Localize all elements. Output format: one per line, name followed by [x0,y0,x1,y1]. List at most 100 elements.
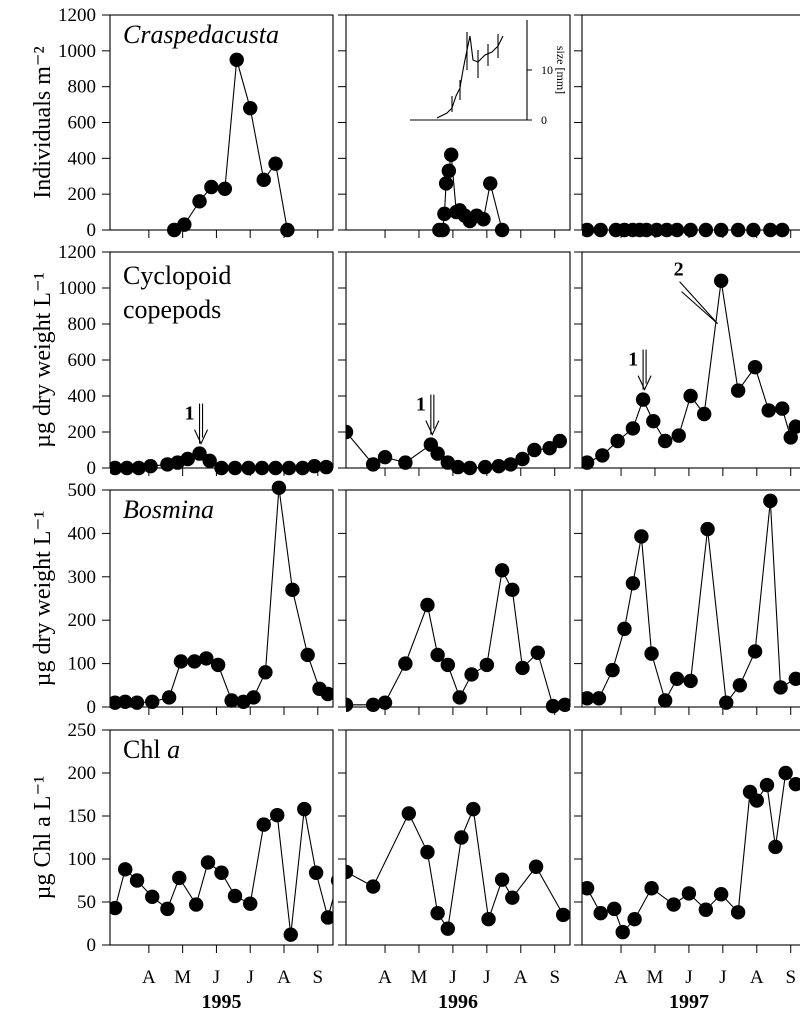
data-point [129,695,145,710]
data-point [246,690,261,705]
series-group [582,273,800,470]
data-point [783,430,798,445]
data-point [200,855,216,870]
data-point [365,879,381,894]
data-point [610,433,625,449]
data-point [401,806,416,821]
y-tick-label: 1000 [58,41,96,62]
x-month-label: S [313,967,324,988]
panel-frame [109,729,334,946]
data-point [625,421,641,436]
data-point [145,889,160,905]
panel-title: Bosmina [123,495,214,524]
data-point [747,360,763,375]
data-point [483,176,498,191]
data-point [227,460,243,476]
data-point [398,455,413,470]
data-point [582,455,595,470]
y-tick-label: 0 [87,220,97,241]
data-point [217,181,233,196]
x-month-label: J [719,967,726,988]
data-point [607,901,622,917]
data-point [476,212,491,227]
data-point [444,147,459,162]
data-point [454,830,469,845]
data-point [788,671,800,686]
data-point [593,905,608,921]
data-point [177,217,192,232]
series-group [110,801,333,942]
data-point [295,460,310,476]
data-point [464,667,479,682]
y-tick-label: 0 [87,935,97,956]
arrow-head [637,375,652,391]
series-group [432,147,510,238]
data-point [582,222,595,238]
arrow-2: 2 [674,259,718,325]
data-point [542,441,557,456]
data-point [297,801,312,817]
arrow-shaft [679,281,718,324]
data-point [160,901,175,917]
data-point [730,222,746,238]
arrow-head [194,429,209,445]
data-point [188,897,204,912]
data-point [224,693,239,708]
x-month-label: J [483,967,490,988]
y-tick-label: 250 [68,720,97,741]
data-point [657,693,673,708]
data-point [187,654,202,669]
y-axis-label: µg dry weight L⁻¹ [30,511,56,687]
data-point [118,862,133,877]
data-point [118,694,133,709]
data-point [657,433,673,449]
y-tick-label: 800 [68,77,97,98]
panel-grid: Craspedacusta Cyclopoid copepods 1 1 1 2 Bosmin… [102,14,800,953]
data-point [477,459,493,475]
panel-title: copepods [123,295,221,324]
data-point [481,912,496,927]
data-point [527,442,542,458]
series-group [110,480,333,710]
data-point [281,460,297,476]
data-point [730,383,746,398]
data-point [320,910,333,925]
data-point [649,222,664,238]
x-month-label: M [174,967,191,988]
arrow-head [425,420,440,436]
data-point [365,697,381,713]
data-point [591,691,607,706]
data-point [634,529,649,544]
data-point [258,665,273,680]
data-point [773,680,788,695]
series-group [582,765,800,940]
data-point [319,459,333,475]
data-point [494,872,510,887]
data-point [646,414,661,429]
data-point [145,694,160,709]
inset-tick-label: 10 [541,63,553,77]
panel-3-1 [338,729,571,953]
y-tick-label: 100 [68,849,97,870]
data-point [398,656,413,671]
panel-frame [345,251,571,469]
data-point [761,403,776,418]
arrow-label: 2 [674,259,684,281]
panel-1-1 [338,251,571,476]
data-point [700,521,715,537]
data-point [227,888,243,904]
x-month-label: S [549,967,560,988]
data-point [683,222,698,238]
data-point [110,460,123,476]
data-point [307,459,322,474]
panel-frame [345,729,571,946]
panel-0-0 [102,14,334,238]
data-point [420,597,435,613]
data-point [528,859,544,874]
data-point [161,690,177,705]
data-point [214,865,229,880]
data-point [241,460,256,476]
panel-1-0 [102,251,334,476]
data-point [515,660,530,676]
data-point [110,900,123,916]
